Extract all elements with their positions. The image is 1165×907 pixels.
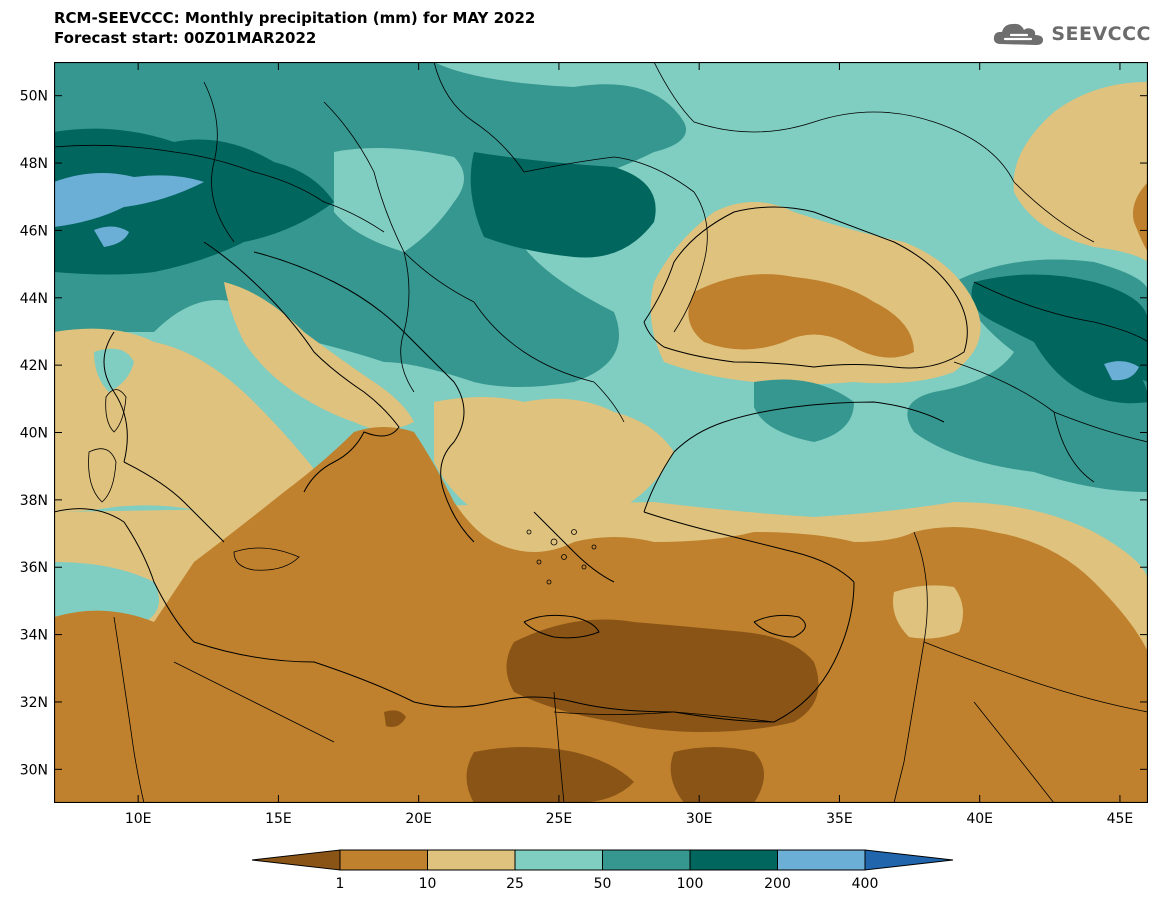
lon-tick-label: 45E xyxy=(1107,811,1134,827)
lat-tick-label: 44N xyxy=(20,291,48,307)
lon-tick-label: 35E xyxy=(826,811,853,827)
islands xyxy=(88,389,597,585)
logo-text: SEEVCCC xyxy=(1051,23,1151,45)
precipitation-colorbar: 1 10 25 50 100 200 400 xyxy=(251,849,954,892)
colorbar-box xyxy=(514,849,603,871)
lat-tick-label: 34N xyxy=(20,628,48,644)
colorbar-level-label: 1 xyxy=(336,876,345,892)
colorbar-level-label: 200 xyxy=(764,876,791,892)
colorbar-level-label: 25 xyxy=(506,876,524,892)
colorbar-level-label: 10 xyxy=(419,876,437,892)
lon-tick-label: 40E xyxy=(966,811,993,827)
lat-tick-label: 48N xyxy=(20,156,48,172)
colorbar-arrow-low xyxy=(251,849,341,871)
lat-tick-label: 40N xyxy=(20,426,48,442)
lat-tick-label: 50N xyxy=(20,89,48,105)
colorbar-level-label: 100 xyxy=(677,876,704,892)
map-title: RCM-SEEVCCC: Monthly precipitation (mm) … xyxy=(54,9,536,27)
lon-tick-label: 20E xyxy=(405,811,432,827)
colorbar-box xyxy=(602,849,691,871)
colorbar-boxes xyxy=(251,849,954,871)
seevccc-logo: SEEVCCC xyxy=(991,20,1151,48)
lat-tick-label: 32N xyxy=(20,695,48,711)
colorbar-arrow-high xyxy=(864,849,954,871)
lat-tick-label: 38N xyxy=(20,493,48,509)
coastlines xyxy=(54,206,968,723)
lat-tick-label: 30N xyxy=(20,762,48,778)
colorbar-level-label: 400 xyxy=(852,876,879,892)
colorbar-box xyxy=(427,849,516,871)
lon-tick-label: 30E xyxy=(686,811,713,827)
precip-fields xyxy=(54,62,1148,803)
cloud-icon xyxy=(994,23,1044,45)
lat-tick-label: 46N xyxy=(20,223,48,239)
lon-tick-label: 15E xyxy=(265,811,292,827)
colorbar-labels: 1 10 25 50 100 200 400 xyxy=(336,876,879,892)
colorbar-box xyxy=(689,849,778,871)
lon-tick-label: 10E xyxy=(125,811,152,827)
precipitation-map xyxy=(54,62,1148,803)
lon-tick-label: 25E xyxy=(546,811,573,827)
colorbar-level-label: 50 xyxy=(594,876,612,892)
forecast-start: Forecast start: 00Z01MAR2022 xyxy=(54,29,317,47)
lat-tick-label: 36N xyxy=(20,560,48,576)
title-block: RCM-SEEVCCC: Monthly precipitation (mm) … xyxy=(54,8,535,48)
country-boundaries xyxy=(54,62,1148,803)
colorbar-box xyxy=(339,849,428,871)
colorbar-box xyxy=(777,849,866,871)
lat-tick-label: 42N xyxy=(20,358,48,374)
